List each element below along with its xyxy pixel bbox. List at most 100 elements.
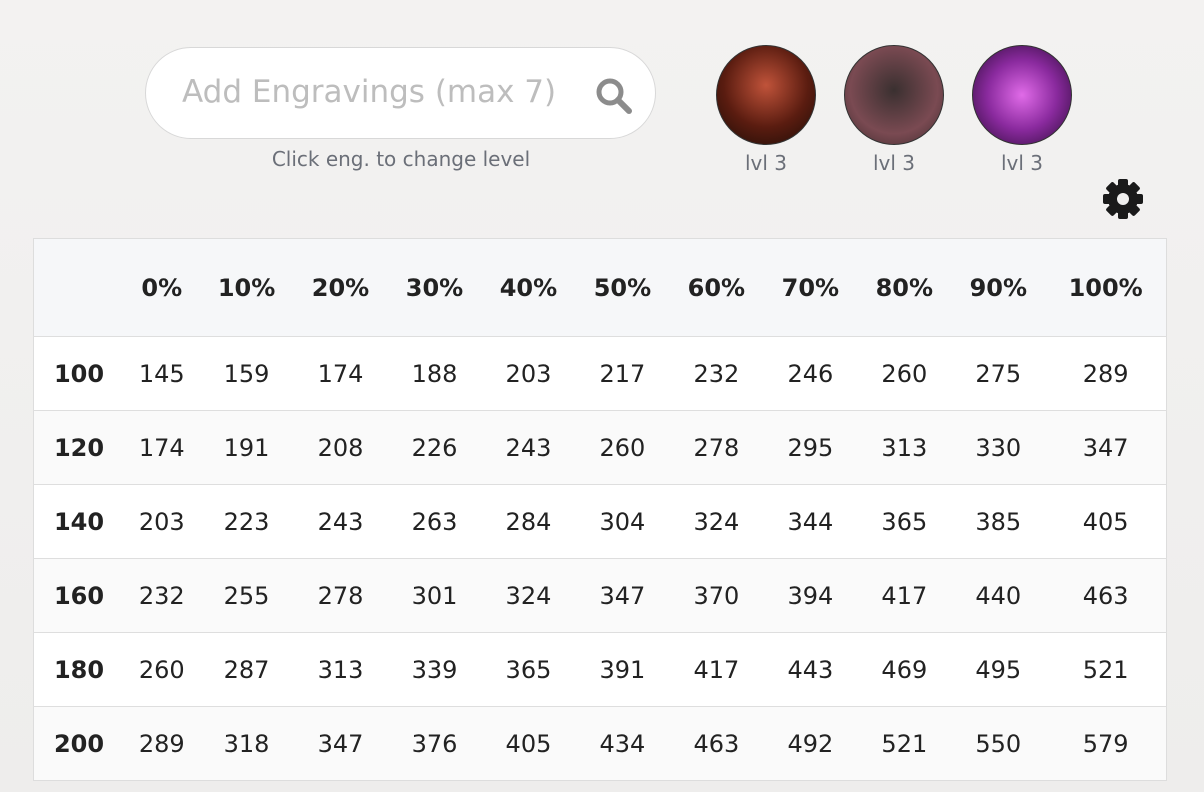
table-cell: 434 — [575, 706, 670, 781]
table-cell: 145 — [124, 336, 200, 411]
column-header: 10% — [199, 238, 294, 337]
table-cell: 243 — [293, 484, 388, 559]
table-cell: 174 — [293, 336, 388, 411]
column-header: 20% — [293, 238, 388, 337]
table-cell: 365 — [481, 632, 576, 707]
table-cell: 385 — [951, 484, 1046, 559]
table-row: 140 203 223 243 263 284 304 324 344 365 385 405 — [33, 484, 1167, 559]
table-cell: 260 — [124, 632, 200, 707]
table-cell: 405 — [481, 706, 576, 781]
table-cell: 463 — [1045, 558, 1167, 633]
table-cell: 232 — [669, 336, 764, 411]
table-cell: 226 — [387, 410, 482, 485]
table-row: 100 145 159 174 188 203 217 232 246 260 275 289 — [33, 336, 1167, 411]
settings-icon[interactable] — [1102, 178, 1144, 220]
table-cell: 324 — [669, 484, 764, 559]
engraving-icon[interactable] — [716, 45, 816, 145]
table-cell: 443 — [763, 632, 858, 707]
engraving-icon[interactable] — [844, 45, 944, 145]
table-cell: 469 — [857, 632, 952, 707]
table-cell: 318 — [199, 706, 294, 781]
table-row: 160 232 255 278 301 324 347 370 394 417 440 463 — [33, 558, 1167, 633]
table-cell: 246 — [763, 336, 858, 411]
table-cell: 232 — [124, 558, 200, 633]
engraving-level: lvl 3 — [1000, 151, 1044, 175]
table-cell: 243 — [481, 410, 576, 485]
table-cell: 440 — [951, 558, 1046, 633]
table-cell: 260 — [575, 410, 670, 485]
table-cell: 405 — [1045, 484, 1167, 559]
table-cell: 289 — [124, 706, 200, 781]
table-cell: 521 — [857, 706, 952, 781]
table-cell: 330 — [951, 410, 1046, 485]
engraving-level: lvl 3 — [872, 151, 916, 175]
table-cell: 579 — [1045, 706, 1167, 781]
table-row: 180 260 287 313 339 365 391 417 443 469 495 521 — [33, 632, 1167, 707]
row-label: 180 — [33, 632, 124, 707]
table-cell: 313 — [857, 410, 952, 485]
table-cell: 347 — [575, 558, 670, 633]
table-cell: 260 — [857, 336, 952, 411]
table-cell: 347 — [293, 706, 388, 781]
table-cell: 417 — [857, 558, 952, 633]
table-cell: 263 — [387, 484, 482, 559]
row-label: 140 — [33, 484, 124, 559]
search-box[interactable]: Add Engravings (max 7) — [145, 47, 656, 139]
row-label: 200 — [33, 706, 124, 781]
engraving-icon[interactable] — [972, 45, 1072, 145]
table-cell: 255 — [199, 558, 294, 633]
engraving-level: lvl 3 — [744, 151, 788, 175]
table-cell: 301 — [387, 558, 482, 633]
search-placeholder[interactable]: Add Engravings (max 7) — [182, 74, 557, 110]
table-cell: 394 — [763, 558, 858, 633]
table-cell: 275 — [951, 336, 1046, 411]
search-icon[interactable] — [594, 76, 634, 116]
row-label: 120 — [33, 410, 124, 485]
table-cell: 278 — [293, 558, 388, 633]
table-cell: 295 — [763, 410, 858, 485]
column-header: 80% — [857, 238, 952, 337]
table-cell: 191 — [199, 410, 294, 485]
column-header: 50% — [575, 238, 670, 337]
table-cell: 365 — [857, 484, 952, 559]
table-cell: 278 — [669, 410, 764, 485]
table-cell: 304 — [575, 484, 670, 559]
table-cell: 324 — [481, 558, 576, 633]
column-header: 40% — [481, 238, 576, 337]
column-header: 100% — [1045, 238, 1167, 337]
table-cell: 287 — [199, 632, 294, 707]
table-cell: 495 — [951, 632, 1046, 707]
table-cell: 347 — [1045, 410, 1167, 485]
corner-cell — [33, 238, 124, 337]
table-cell: 313 — [293, 632, 388, 707]
table-row: 200 289 318 347 376 405 434 463 492 521 550 579 — [33, 706, 1167, 781]
table-cell: 376 — [387, 706, 482, 781]
row-label: 100 — [33, 336, 124, 411]
table-cell: 203 — [481, 336, 576, 411]
table-cell: 284 — [481, 484, 576, 559]
table-cell: 463 — [669, 706, 764, 781]
table-cell: 391 — [575, 632, 670, 707]
row-label: 160 — [33, 558, 124, 633]
table-cell: 521 — [1045, 632, 1167, 707]
column-header: 90% — [951, 238, 1046, 337]
table-cell: 370 — [669, 558, 764, 633]
table-cell: 417 — [669, 632, 764, 707]
table-cell: 174 — [124, 410, 200, 485]
table-cell: 550 — [951, 706, 1046, 781]
column-header: 30% — [387, 238, 482, 337]
table-cell: 289 — [1045, 336, 1167, 411]
table-cell: 208 — [293, 410, 388, 485]
column-header: 60% — [669, 238, 764, 337]
table-row: 120 174 191 208 226 243 260 278 295 313 330 347 — [33, 410, 1167, 485]
search-hint: Click eng. to change level — [271, 147, 531, 171]
table-cell: 344 — [763, 484, 858, 559]
table-cell: 159 — [199, 336, 294, 411]
column-header: 0% — [124, 238, 200, 337]
value-table: 0% 10% 20% 30% 40% 50% 60% 70% 80% 90% 100% 100 145 1… — [33, 238, 1167, 781]
table-cell: 217 — [575, 336, 670, 411]
table-cell: 203 — [124, 484, 200, 559]
table-cell: 339 — [387, 632, 482, 707]
table-cell: 223 — [199, 484, 294, 559]
